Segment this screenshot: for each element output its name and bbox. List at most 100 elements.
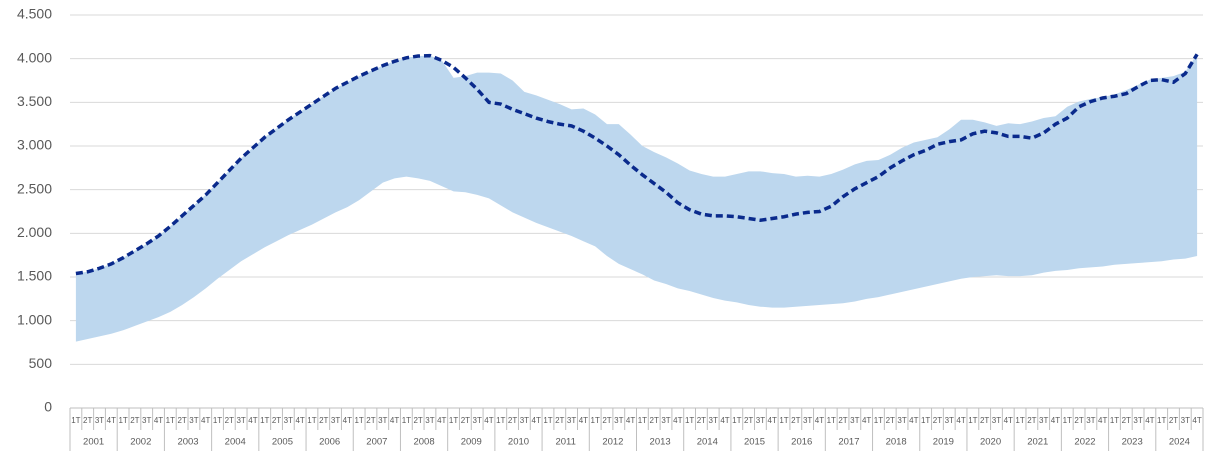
x-tick-label: 4T <box>1051 416 1060 425</box>
x-tick-label: 4T <box>201 416 210 425</box>
x-tick-label: 4T <box>295 416 304 425</box>
x-tick-label: 3T <box>567 416 576 425</box>
x-tick-label: 4T <box>248 416 257 425</box>
x-tick-label: 2T <box>697 416 706 425</box>
y-tick-label: 1.000 <box>17 311 52 327</box>
x-group-label: 2014 <box>697 437 718 448</box>
x-tick-label: 3T <box>850 416 859 425</box>
x-tick-label: 4T <box>1004 416 1013 425</box>
x-tick-label: 1T <box>402 416 411 425</box>
x-tick-label: 1T <box>260 416 269 425</box>
x-tick-label: 4T <box>815 416 824 425</box>
x-tick-label: 1T <box>1157 416 1166 425</box>
x-tick-label: 1T <box>921 416 930 425</box>
x-tick-label: 3T <box>945 416 954 425</box>
x-tick-label: 4T <box>956 416 965 425</box>
x-tick-label: 3T <box>473 416 482 425</box>
x-group-label: 2011 <box>555 437 575 448</box>
x-tick-label: 4T <box>343 416 352 425</box>
x-tick-label: 4T <box>862 416 871 425</box>
x-tick-label: 2T <box>791 416 800 425</box>
x-tick-label: 3T <box>614 416 623 425</box>
x-tick-label: 2T <box>461 416 470 425</box>
x-group-label: 2017 <box>838 437 859 448</box>
x-group-label: 2012 <box>602 437 623 448</box>
x-tick-label: 2T <box>602 416 611 425</box>
x-group-label: 2023 <box>1122 437 1143 448</box>
x-tick-label: 3T <box>756 416 765 425</box>
x-tick-label: 3T <box>1086 416 1095 425</box>
x-tick-label: 1T <box>496 416 505 425</box>
x-tick-label: 1T <box>779 416 788 425</box>
x-tick-label: 2T <box>130 416 139 425</box>
x-tick-label: 4T <box>1145 416 1154 425</box>
x-tick-label: 3T <box>95 416 104 425</box>
x-tick-label: 1T <box>307 416 316 425</box>
x-tick-label: 3T <box>1039 416 1048 425</box>
x-tick-label: 2T <box>225 416 234 425</box>
x-tick-label: 4T <box>1098 416 1107 425</box>
x-tick-label: 4T <box>768 416 777 425</box>
x-tick-label: 3T <box>520 416 529 425</box>
x-tick-label: 4T <box>154 416 163 425</box>
x-tick-label: 3T <box>425 416 434 425</box>
x-tick-label: 1T <box>874 416 883 425</box>
x-tick-label: 4T <box>107 416 116 425</box>
x-tick-label: 2T <box>413 416 422 425</box>
x-group-label: 2009 <box>461 437 482 448</box>
y-tick-label: 500 <box>29 355 53 371</box>
x-group-label: 2015 <box>744 437 765 448</box>
x-tick-label: 2T <box>838 416 847 425</box>
x-tick-label: 4T <box>720 416 729 425</box>
x-tick-label: 3T <box>142 416 151 425</box>
x-group-label: 2024 <box>1169 437 1190 448</box>
x-tick-label: 1T <box>591 416 600 425</box>
x-tick-label: 2T <box>1074 416 1083 425</box>
x-tick-label: 3T <box>897 416 906 425</box>
x-group-label: 2016 <box>791 437 812 448</box>
x-group-label: 2013 <box>650 437 671 448</box>
x-tick-label: 3T <box>284 416 293 425</box>
x-group-label: 2008 <box>413 437 434 448</box>
y-tick-label: 3.500 <box>17 93 52 109</box>
x-tick-label: 4T <box>532 416 541 425</box>
x-tick-label: 2T <box>83 416 92 425</box>
y-tick-label: 3.000 <box>17 137 52 153</box>
x-tick-label: 3T <box>661 416 670 425</box>
x-group-label: 2019 <box>933 437 954 448</box>
x-tick-label: 4T <box>390 416 399 425</box>
x-tick-label: 4T <box>579 416 588 425</box>
x-tick-label: 4T <box>909 416 918 425</box>
x-group-label: 2007 <box>366 437 387 448</box>
x-tick-label: 1T <box>543 416 552 425</box>
x-tick-label: 2T <box>1122 416 1131 425</box>
x-tick-label: 2T <box>1027 416 1036 425</box>
x-tick-label: 3T <box>803 416 812 425</box>
x-tick-label: 1T <box>354 416 363 425</box>
x-tick-label: 1T <box>1110 416 1119 425</box>
y-tick-label: 1.500 <box>17 268 52 284</box>
x-group-label: 2001 <box>83 437 104 448</box>
x-tick-label: 2T <box>886 416 895 425</box>
x-tick-label: 1T <box>685 416 694 425</box>
y-tick-label: 2.000 <box>17 224 52 240</box>
x-tick-label: 2T <box>272 416 281 425</box>
x-tick-label: 4T <box>1192 416 1201 425</box>
x-tick-label: 1T <box>449 416 458 425</box>
x-group-label: 2006 <box>319 437 340 448</box>
x-tick-label: 1T <box>213 416 222 425</box>
x-group-label: 2003 <box>177 437 198 448</box>
x-group-label: 2021 <box>1027 437 1048 448</box>
x-tick-label: 2T <box>508 416 517 425</box>
x-tick-label: 3T <box>1181 416 1190 425</box>
x-tick-label: 2T <box>980 416 989 425</box>
x-group-label: 2020 <box>980 437 1001 448</box>
x-tick-label: 2T <box>744 416 753 425</box>
x-tick-label: 2T <box>555 416 564 425</box>
x-tick-label: 3T <box>378 416 387 425</box>
y-tick-label: 2.500 <box>17 180 52 196</box>
x-tick-label: 3T <box>1133 416 1142 425</box>
x-tick-label: 1T <box>732 416 741 425</box>
x-tick-label: 1T <box>968 416 977 425</box>
